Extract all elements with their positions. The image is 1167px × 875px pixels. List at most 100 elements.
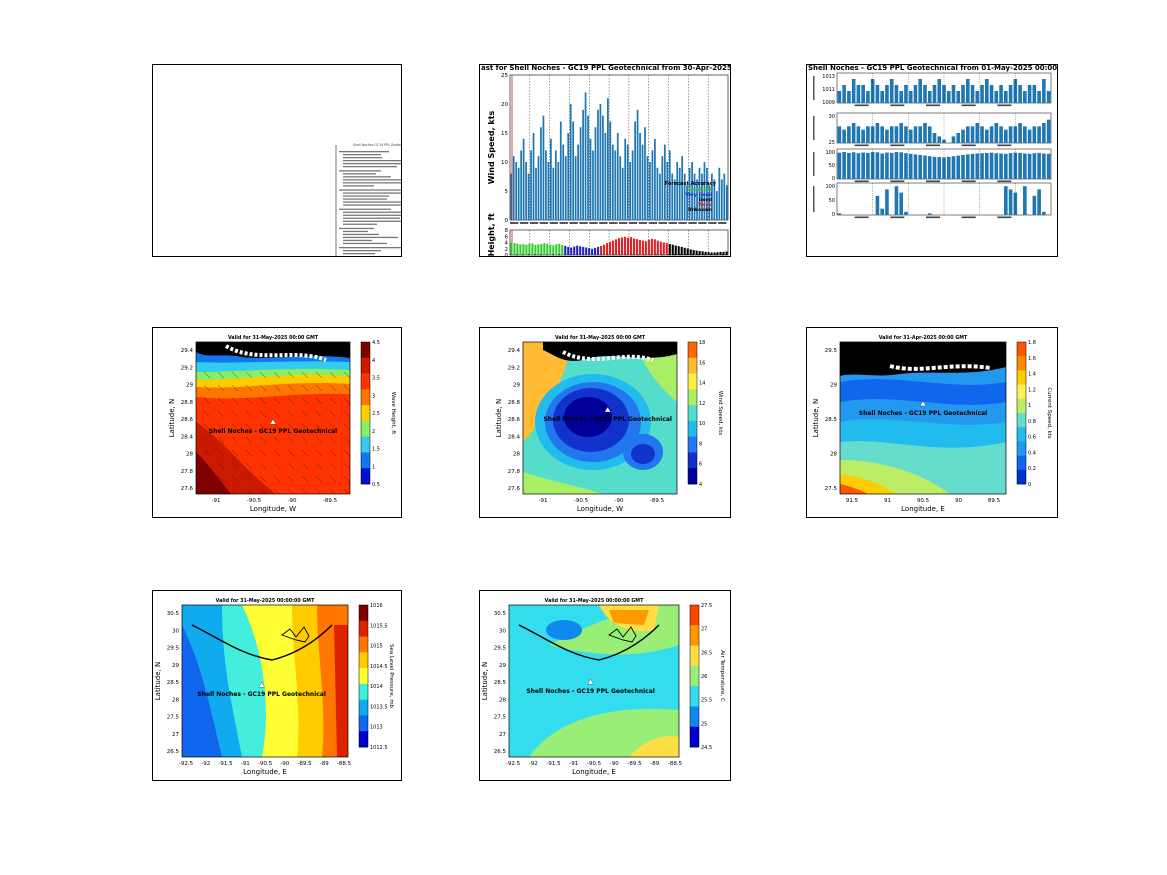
- colorbar-label: Sea Level Pressure, mb: [388, 644, 394, 709]
- colorbar-swatch: [359, 699, 368, 716]
- wind-speed-map-thumbnail[interactable]: Valid for 31-May-2025 00:00 GMT Shell Noc…: [479, 327, 731, 518]
- wind-ytick-label: 5: [505, 189, 509, 195]
- wind-wave-chart-thumbnail[interactable]: 0 5 10 15 20 25 Wind Speed, kts 0 2 4 6 8 Wave Heigh…: [479, 64, 731, 257]
- map-ytick-label: 30: [499, 628, 506, 634]
- coastline: [281, 626, 310, 643]
- wave-bar: [597, 246, 600, 255]
- wave-xtick-mark: [570, 254, 572, 256]
- panel-bar: [1023, 126, 1027, 143]
- panel-bar: [837, 91, 842, 103]
- wave-height-map-thumbnail[interactable]: Valid for 31-May-2025 00:00 GMT Shell Noc…: [152, 327, 402, 518]
- colorbar-swatch: [1017, 370, 1026, 385]
- wave-direction-arrow: [287, 462, 295, 470]
- wind-bar: [708, 185, 711, 220]
- wave-direction-arrow: [329, 488, 336, 494]
- multi-panel-chart-thumbnail[interactable]: 1013 1011 1009 30 25 100 50 0 100 50 0 Shell Noche…: [806, 64, 1058, 257]
- wave-xtick-mark: [510, 254, 512, 256]
- colorbar-tick-label: 1.8: [1028, 340, 1036, 346]
- wave-xtick-mark: [522, 254, 524, 256]
- map-xtick-label: 89.5: [988, 498, 1001, 504]
- wave-direction-arrow: [287, 384, 295, 392]
- panel-ytick-label: 100: [825, 150, 835, 156]
- wave-direction-arrow: [343, 449, 350, 457]
- wave-xtick-mark: [631, 254, 633, 256]
- legend-entry: Unknown: [688, 207, 712, 213]
- colorbar-tick-label: 1.4: [1028, 372, 1036, 378]
- panel-bar: [999, 126, 1003, 143]
- report-text-row: [343, 195, 389, 197]
- colorbar-tick-label: 3: [372, 393, 375, 399]
- panel-bar: [866, 126, 870, 143]
- wind-bar: [592, 150, 594, 220]
- wave-xtick-mark: [546, 254, 548, 256]
- panel-bar: [965, 154, 970, 179]
- map-xtick-label: -92.5: [179, 761, 194, 767]
- map-title: Valid for 31-May-2025 00:00 GMT: [228, 335, 319, 341]
- panel-xtick-label: [961, 180, 976, 183]
- report-text-row: [343, 160, 401, 162]
- panel-xtick-label: [854, 216, 869, 219]
- sea-level-pressure-map: Valid for 31-May-2025 00:00:00 GMT Shell …: [154, 598, 394, 776]
- wave-xtick-mark: [534, 254, 536, 256]
- map-ytick-label: 29: [172, 663, 179, 669]
- current-speed-map-thumbnail[interactable]: Valid for 31-Apr-2025 00:00 GMT Shell Noc…: [806, 327, 1058, 518]
- panel-bar: [899, 152, 904, 179]
- wave-bar: [594, 247, 597, 255]
- wave-direction-arrow: [273, 462, 281, 470]
- panel-bar: [1032, 195, 1037, 215]
- colorbar-swatch: [1017, 441, 1026, 456]
- panel-bar: [927, 126, 932, 143]
- colorbar-swatch: [688, 436, 697, 453]
- map-ytick-label: 27.6: [181, 486, 194, 492]
- wave-bar: [722, 251, 725, 255]
- report-text-row: [343, 220, 401, 222]
- wave-bar: [710, 252, 713, 255]
- wave-bar: [704, 251, 707, 255]
- wind-bar: [510, 173, 513, 220]
- wave-xtick-mark: [703, 254, 705, 256]
- map-xlabel: Longitude, E: [572, 768, 616, 776]
- map-xtick-label: -88.5: [668, 761, 683, 767]
- map-ytick-label: 29.5: [825, 348, 838, 354]
- wave-xtick-mark: [655, 254, 657, 256]
- map-title: Valid for 31-May-2025 00:00 GMT: [555, 335, 646, 341]
- panel-bar: [970, 153, 975, 179]
- panel-xtick-label: [854, 104, 869, 107]
- panel-ytick-label: 30: [829, 114, 835, 120]
- wave-direction-arrow: [259, 384, 267, 392]
- colorbar-swatch: [359, 715, 368, 732]
- panel-bar: [904, 211, 908, 215]
- wind-bar: [537, 156, 540, 220]
- wave-direction-arrow: [301, 449, 309, 457]
- pressure-map-thumbnail[interactable]: Valid for 31-May-2025 00:00:00 GMT Shell …: [152, 590, 402, 781]
- wind-bar: [678, 167, 681, 220]
- colorbar-swatch: [361, 373, 370, 390]
- colorbar-swatch: [361, 468, 370, 485]
- panel-bar: [980, 126, 984, 143]
- wind-bar: [584, 92, 587, 220]
- wave-direction-arrow: [273, 436, 281, 444]
- air-temperature-map-thumbnail[interactable]: Valid for 31-May-2025 00:00:00 GMT Shell …: [479, 590, 731, 781]
- wind-speed-map: Valid for 31-May-2025 00:00 GMT Shell Noc…: [495, 335, 723, 513]
- wind-bar: [641, 144, 644, 220]
- wave-direction-arrow: [287, 488, 294, 494]
- wave-bar: [713, 252, 716, 255]
- map-ytick-label: 28: [499, 697, 506, 703]
- wave-xtick-mark: [606, 254, 609, 256]
- panel-ytick-label: 1009: [822, 100, 835, 106]
- wave-xtick-mark: [516, 254, 518, 256]
- colorbar-label: Air Temperature, C: [719, 650, 725, 702]
- colorbar-tick-label: 4: [372, 358, 375, 364]
- wave-direction-arrow: [343, 397, 350, 405]
- map-ytick-label: 29.5: [167, 646, 180, 652]
- wind-bar: [530, 150, 532, 220]
- wave-direction-arrow: [343, 371, 350, 379]
- panel-bar: [984, 129, 989, 143]
- wind-xtick-label: [708, 222, 717, 224]
- wind-ytick-label: 15: [501, 131, 508, 137]
- colorbar-swatch: [1017, 384, 1026, 400]
- report-thumbnail[interactable]: Shell Noches GC19 PPL Geotechnical: [152, 64, 402, 257]
- map-xtick-label: -90.5: [574, 498, 589, 504]
- wave-bar: [603, 244, 606, 255]
- wave-xtick-mark: [697, 254, 699, 256]
